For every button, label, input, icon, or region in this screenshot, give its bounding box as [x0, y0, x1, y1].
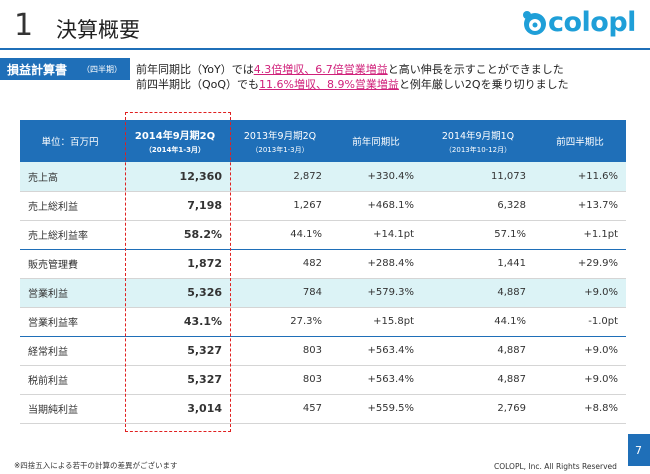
row-label: 営業利益	[20, 278, 120, 308]
cell-yoy: +15.8pt	[330, 307, 422, 337]
section-number: 1	[14, 8, 34, 43]
row-label: 経常利益	[20, 336, 120, 366]
cell-yoy: +559.5%	[330, 394, 422, 424]
cell-prev-year: 482	[230, 249, 330, 279]
cell-current: 3,014	[120, 394, 230, 424]
table-row: 税前利益 5,327 803 +563.4% 4,887 +9.0%	[20, 365, 626, 395]
cell-qoq: -1.0pt	[534, 307, 626, 337]
header-prev-quarter-label: 2014年9月期1Q	[441, 130, 515, 142]
summary-line-2-post: と例年厳しい2Qを乗り切りました	[398, 78, 569, 91]
table-row: 営業利益 5,326 784 +579.3% 4,887 +9.0%	[20, 278, 626, 308]
cell-yoy: +579.3%	[330, 278, 422, 308]
cell-current: 5,327	[120, 365, 230, 395]
header-prev-quarter: 2014年9月期1Q （2013年10-12月）	[422, 120, 534, 162]
cell-qoq: +11.6%	[534, 162, 626, 192]
cell-qoq: +1.1pt	[534, 220, 626, 250]
cell-yoy: +563.4%	[330, 336, 422, 366]
table-row: 売上総利益率 58.2% 44.1% +14.1pt 57.1% +1.1pt	[20, 220, 626, 250]
summary-line-2-pre: 前四半期比（QoQ）でも	[136, 78, 260, 91]
table-row: 売上総利益 7,198 1,267 +468.1% 6,328 +13.7%	[20, 191, 626, 221]
summary-line-1: 前年同期比（YoY）では4.3倍増収、6.7倍営業増益と高い伸長を示すことができ…	[136, 62, 569, 77]
colopl-logo: colopl	[522, 7, 644, 38]
cell-prev-quarter: 57.1%	[422, 220, 534, 250]
cell-qoq: +13.7%	[534, 191, 626, 221]
cell-prev-quarter: 11,073	[422, 162, 534, 192]
cell-prev-quarter: 44.1%	[422, 307, 534, 337]
row-label: 売上高	[20, 162, 120, 192]
cell-current: 5,327	[120, 336, 230, 366]
row-label: 売上総利益率	[20, 220, 120, 250]
header-prev-year-sub: （2013年1-3月）	[251, 145, 309, 154]
summary-line-2-highlight: 11.6%増収、8.9%営業増益	[259, 78, 399, 91]
cell-prev-year: 2,872	[230, 162, 330, 192]
header-unit: 単位：百万円	[20, 120, 120, 162]
summary-text: 前年同期比（YoY）では4.3倍増収、6.7倍営業増益と高い伸長を示すことができ…	[136, 62, 569, 92]
logo-text: colopl	[548, 7, 636, 38]
table-row: 経常利益 5,327 803 +563.4% 4,887 +9.0%	[20, 336, 626, 366]
cell-prev-quarter: 4,887	[422, 336, 534, 366]
cell-qoq: +8.8%	[534, 394, 626, 424]
page-number: 7	[628, 434, 650, 466]
table-row: 営業利益率 43.1% 27.3% +15.8pt 44.1% -1.0pt	[20, 307, 626, 337]
tag-label: 損益計算書	[7, 63, 68, 77]
cell-current: 58.2%	[120, 220, 230, 250]
header-prev-quarter-sub: （2013年10-12月）	[444, 145, 512, 154]
cell-prev-quarter: 2,769	[422, 394, 534, 424]
row-label: 営業利益率	[20, 307, 120, 337]
header-prev-year-label: 2013年9月期2Q	[243, 130, 317, 142]
cell-qoq: +9.0%	[534, 336, 626, 366]
cell-prev-year: 803	[230, 336, 330, 366]
slide-title: 決算概要	[56, 18, 140, 42]
row-label: 売上総利益	[20, 191, 120, 221]
cell-current: 43.1%	[120, 307, 230, 337]
header-yoy: 前年同期比	[330, 120, 422, 162]
cell-current: 1,872	[120, 249, 230, 279]
summary-line-1-highlight: 4.3倍増収、6.7倍営業増益	[253, 63, 388, 76]
copyright: COLOPL, Inc. All Rights Reserved	[494, 462, 617, 471]
header-current-sub: （2014年1-3月）	[144, 146, 206, 154]
cell-current: 5,326	[120, 278, 230, 308]
cell-yoy: +330.4%	[330, 162, 422, 192]
row-label: 販売管理費	[20, 249, 120, 279]
cell-prev-year: 44.1%	[230, 220, 330, 250]
cell-yoy: +288.4%	[330, 249, 422, 279]
table-row: 販売管理費 1,872 482 +288.4% 1,441 +29.9%	[20, 249, 626, 279]
cell-prev-year: 457	[230, 394, 330, 424]
header-current-label: 2014年9月期2Q	[134, 131, 216, 142]
slide-header: 1 決算概要 colopl	[0, 0, 650, 50]
table-row: 売上高 12,360 2,872 +330.4% 11,073 +11.6%	[20, 162, 626, 192]
cell-prev-year: 784	[230, 278, 330, 308]
row-label: 税前利益	[20, 365, 120, 395]
header-prev-year: 2013年9月期2Q （2013年1-3月）	[230, 120, 330, 162]
summary-line-1-post: と高い伸長を示すことができました	[387, 63, 564, 76]
header-current-period: 2014年9月期2Q （2014年1-3月）	[120, 120, 230, 162]
footnote: ※四捨五入による若干の計算の差異がございます	[14, 461, 178, 470]
income-statement-table: 単位：百万円 2014年9月期2Q （2014年1-3月） 2013年9月期2Q…	[20, 120, 626, 424]
row-label: 当期純利益	[20, 394, 120, 424]
cell-qoq: +29.9%	[534, 249, 626, 279]
cell-qoq: +9.0%	[534, 278, 626, 308]
cell-prev-year: 1,267	[230, 191, 330, 221]
cell-prev-year: 27.3%	[230, 307, 330, 337]
cell-prev-quarter: 4,887	[422, 365, 534, 395]
cell-yoy: +563.4%	[330, 365, 422, 395]
tag-sublabel: （四半期）	[82, 65, 122, 74]
header-qoq: 前四半期比	[534, 120, 626, 162]
cell-yoy: +14.1pt	[330, 220, 422, 250]
cell-prev-quarter: 4,887	[422, 278, 534, 308]
table-header-row: 単位：百万円 2014年9月期2Q （2014年1-3月） 2013年9月期2Q…	[20, 120, 626, 162]
summary-line-1-pre: 前年同期比（YoY）では	[136, 63, 254, 76]
summary-line-2: 前四半期比（QoQ）でも11.6%増収、8.9%営業増益と例年厳しい2Qを乗り切…	[136, 77, 569, 92]
cell-current: 7,198	[120, 191, 230, 221]
cell-current: 12,360	[120, 162, 230, 192]
header-rule	[0, 48, 650, 50]
bear-logo-icon	[523, 11, 546, 35]
section-tag: 損益計算書 （四半期）	[0, 58, 130, 80]
cell-prev-quarter: 6,328	[422, 191, 534, 221]
cell-prev-year: 803	[230, 365, 330, 395]
cell-yoy: +468.1%	[330, 191, 422, 221]
cell-qoq: +9.0%	[534, 365, 626, 395]
cell-prev-quarter: 1,441	[422, 249, 534, 279]
table-row: 当期純利益 3,014 457 +559.5% 2,769 +8.8%	[20, 394, 626, 424]
